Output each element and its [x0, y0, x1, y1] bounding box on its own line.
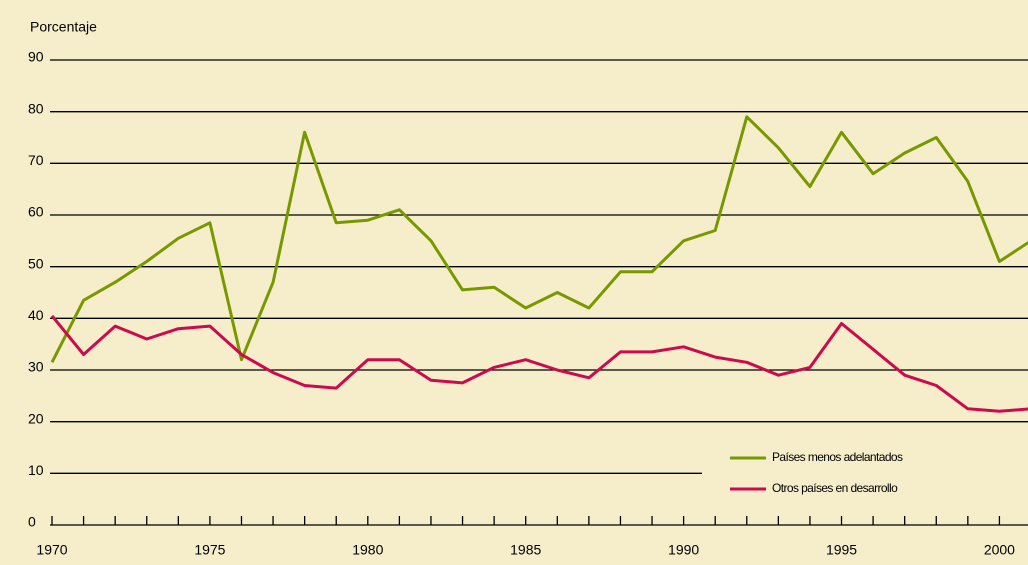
y-tick-label: 30 — [28, 359, 44, 375]
y-tick-label: 20 — [28, 410, 44, 426]
x-tick-label: 1990 — [668, 542, 699, 558]
data-line — [50, 115, 1028, 363]
x-tick-label: 2000 — [984, 542, 1015, 558]
y-tick-label: 70 — [28, 152, 44, 168]
y-tick-label: 50 — [28, 255, 44, 271]
x-tick-label: 1995 — [826, 542, 857, 558]
y-axis-label: Porcentaje — [30, 19, 97, 35]
x-tick-label: 1970 — [36, 542, 67, 558]
x-tick-label: 1980 — [352, 542, 383, 558]
y-tick-label: 0 — [28, 514, 36, 530]
data-line — [50, 314, 1028, 413]
x-tick-label: 1985 — [510, 542, 541, 558]
legend-label: Países menos adelantados — [772, 450, 903, 464]
legend-label: Otros países en desarrollo — [772, 481, 898, 495]
y-tick-label: 40 — [28, 307, 44, 323]
y-tick-label: 60 — [28, 204, 44, 220]
y-tick-label: 10 — [28, 462, 44, 478]
legend-background — [702, 444, 1028, 506]
y-tick-label: 80 — [28, 100, 44, 116]
y-tick-label: 90 — [28, 49, 44, 65]
x-tick-label: 1975 — [194, 542, 225, 558]
